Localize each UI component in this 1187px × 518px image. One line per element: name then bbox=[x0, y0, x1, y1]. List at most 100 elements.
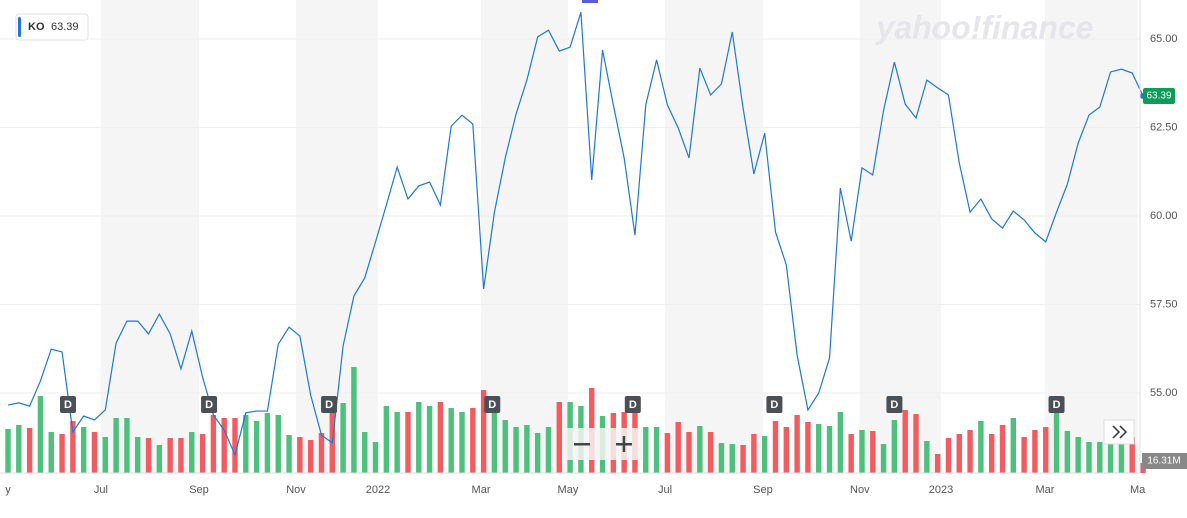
volume-bar bbox=[70, 421, 76, 473]
volume-bar bbox=[664, 433, 671, 473]
volume-bar bbox=[199, 434, 206, 473]
volume-bar bbox=[934, 453, 941, 473]
zoom-in[interactable] bbox=[622, 436, 626, 452]
month-band bbox=[1044, 0, 1138, 473]
price-badge bbox=[1143, 88, 1175, 105]
volume-bar bbox=[491, 411, 498, 473]
volume-bar bbox=[740, 444, 746, 473]
volume-bar bbox=[1086, 441, 1092, 473]
legend-swatch bbox=[18, 17, 21, 37]
volume-bar bbox=[556, 402, 563, 473]
volume-bar bbox=[156, 444, 163, 473]
volume-bar bbox=[1053, 398, 1060, 473]
grid bbox=[0, 38, 1140, 394]
month-band bbox=[665, 0, 763, 473]
volume-bar bbox=[794, 415, 800, 473]
scroll-button[interactable] bbox=[1103, 419, 1135, 445]
volume-label: 16.31M bbox=[1147, 456, 1180, 467]
volume-bar bbox=[5, 428, 11, 473]
volume-bar bbox=[221, 418, 227, 473]
volume-bar bbox=[437, 402, 444, 473]
price-line bbox=[7, 11, 1144, 457]
scroll-icon[interactable] bbox=[1112, 425, 1128, 439]
volume-bar bbox=[210, 415, 217, 473]
volume-bar bbox=[783, 427, 790, 473]
dividend-label: D bbox=[1053, 399, 1061, 411]
volume-bar bbox=[513, 427, 519, 473]
legend-name: KO bbox=[28, 21, 45, 33]
volume-bar bbox=[1064, 431, 1071, 473]
volume-bar bbox=[91, 431, 98, 473]
volume-bar bbox=[362, 431, 368, 473]
nav-marker bbox=[582, 0, 598, 3]
volume-bar bbox=[351, 367, 357, 473]
volume-bar bbox=[891, 420, 898, 473]
dividend-label: D bbox=[890, 399, 898, 411]
volume-bar bbox=[978, 421, 984, 473]
volume-bar bbox=[751, 434, 757, 473]
y-tick-label: 65.00 bbox=[1150, 33, 1178, 45]
volume-bar bbox=[805, 421, 811, 473]
volume-bar bbox=[545, 427, 552, 473]
volume-bar bbox=[686, 431, 692, 473]
month-band bbox=[481, 0, 568, 473]
volume-bar bbox=[480, 389, 487, 473]
dividend-marker bbox=[886, 396, 903, 413]
volume-bar bbox=[102, 437, 108, 473]
volume-bar bbox=[16, 424, 22, 473]
x-tick-label: Jul bbox=[658, 484, 672, 496]
month-band bbox=[295, 0, 379, 473]
x-tick-label: Mar bbox=[472, 484, 491, 496]
volume-bar bbox=[1129, 437, 1135, 473]
volume-bar bbox=[307, 440, 314, 473]
x-tick-label: Nov bbox=[286, 484, 306, 496]
x-tick-label: 2022 bbox=[366, 484, 390, 496]
zoom-out[interactable] bbox=[574, 443, 590, 446]
volume-bar bbox=[340, 402, 346, 473]
volume-bar bbox=[675, 421, 681, 473]
volume-bar bbox=[470, 408, 476, 473]
volume-bar bbox=[1021, 437, 1027, 473]
volume-bar bbox=[37, 395, 44, 473]
volume-bar bbox=[870, 431, 876, 473]
x-tick-label: 2023 bbox=[929, 484, 953, 496]
x-tick-label: Sep bbox=[189, 484, 209, 496]
volume-bar bbox=[880, 444, 887, 473]
volume-bar bbox=[956, 434, 962, 473]
volume-bar bbox=[761, 436, 768, 473]
logo: yahoo!finance bbox=[875, 9, 1094, 45]
volume-bar bbox=[859, 430, 865, 473]
dividend-marker bbox=[1048, 396, 1065, 413]
volume-bar bbox=[167, 437, 173, 473]
volume-bar bbox=[1107, 440, 1114, 473]
volume-bar bbox=[534, 433, 541, 473]
volume-bar bbox=[707, 431, 714, 473]
volume-bar bbox=[999, 424, 1006, 473]
volume-bar bbox=[1043, 427, 1049, 473]
dividend-label: D bbox=[629, 399, 637, 411]
dividend-label: D bbox=[770, 399, 778, 411]
volume-bar bbox=[383, 405, 390, 473]
volume-bar bbox=[1097, 441, 1103, 473]
volume-bar bbox=[394, 411, 400, 473]
volume-bar bbox=[372, 441, 379, 473]
dividend-marker bbox=[766, 396, 783, 413]
dividend-label: D bbox=[325, 399, 333, 411]
volume-bar bbox=[1075, 437, 1081, 473]
volume-bar bbox=[232, 418, 238, 473]
dividend-marker bbox=[59, 396, 76, 413]
legend-value: 63.39 bbox=[51, 21, 79, 33]
x-tick-label: Nov bbox=[850, 484, 870, 496]
x-tick-label: y bbox=[5, 484, 11, 496]
volume-bar bbox=[524, 424, 530, 473]
y-tick-label: 57.50 bbox=[1150, 298, 1178, 310]
volume-bar bbox=[1010, 418, 1017, 473]
x-tick-label: Sep bbox=[753, 484, 773, 496]
volume-bar bbox=[967, 430, 973, 473]
volume-bar bbox=[26, 428, 33, 473]
volume-bar bbox=[189, 431, 195, 473]
volume-bar bbox=[275, 415, 281, 473]
month-band bbox=[100, 0, 200, 473]
volume-bar bbox=[459, 411, 465, 473]
